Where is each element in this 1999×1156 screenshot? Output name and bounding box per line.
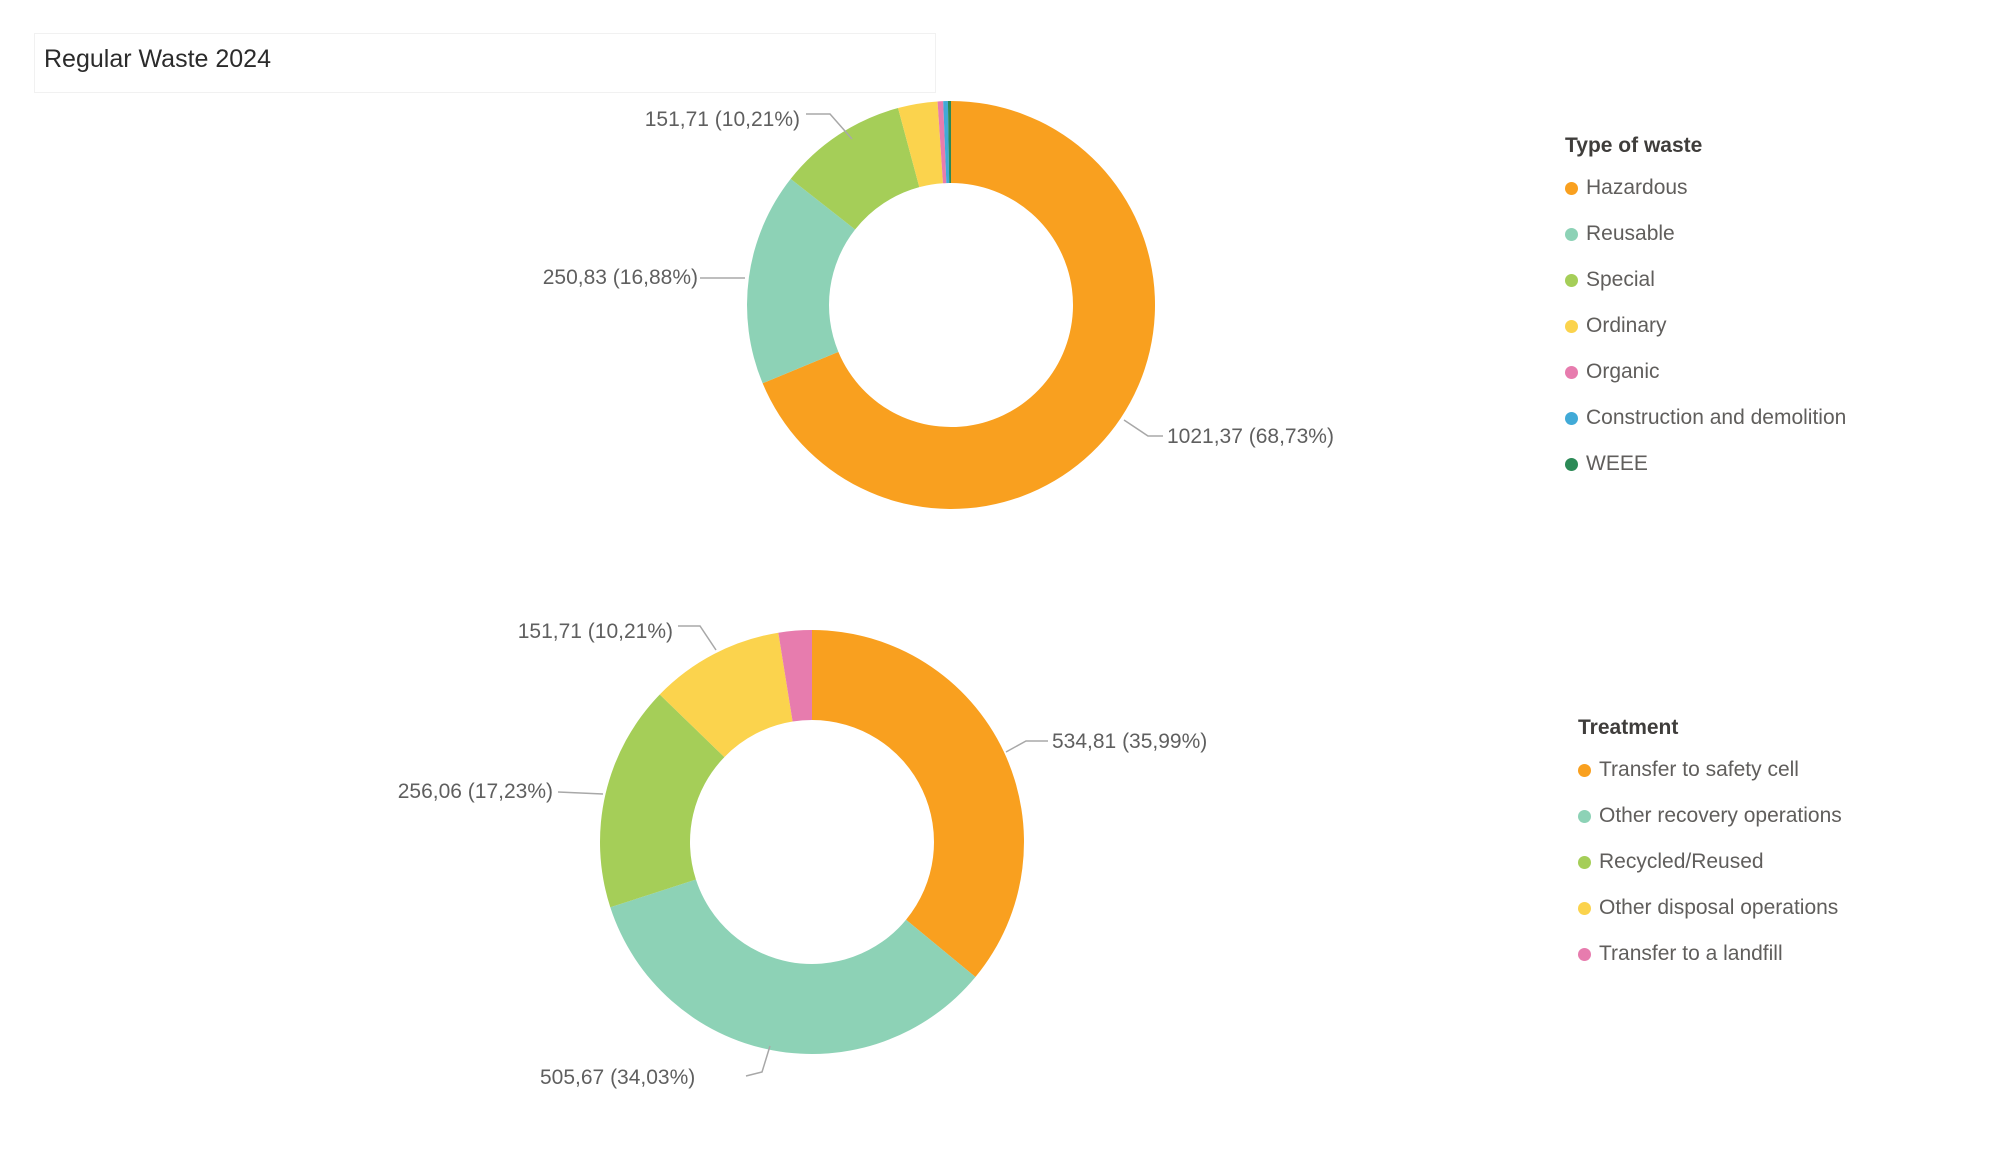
- legend-item-construction-and-demolition[interactable]: Construction and demolition: [1565, 395, 1846, 441]
- legend-treatment: Treatment Transfer to safety cell Other …: [1578, 714, 1842, 977]
- other-disposal-operations-dot-icon: [1578, 901, 1591, 915]
- data-label-reusable: 250,83 (16,88%): [542, 266, 698, 289]
- reusable-dot-icon: [1565, 227, 1578, 241]
- legend-items: Hazardous Reusable Special Ordinary Orga…: [1565, 165, 1846, 487]
- transfer-to-a-landfill-dot-icon: [1578, 947, 1591, 961]
- recycled-reused-dot-icon: [1578, 855, 1591, 869]
- ordinary-dot-icon: [1565, 319, 1578, 333]
- slice-special[interactable]: Special: [790, 108, 920, 230]
- transfer-to-safety-cell-dot-icon: [1578, 763, 1591, 777]
- special-dot-icon: [1565, 273, 1578, 287]
- slice-recycled-reused[interactable]: Recycled/Reused: [599, 694, 725, 908]
- legend-label: Hazardous: [1586, 176, 1688, 199]
- legend-type-of-waste: Type of waste Hazardous Reusable Special…: [1565, 132, 1846, 487]
- legend-item-reusable[interactable]: Reusable: [1565, 211, 1846, 257]
- legend-item-special[interactable]: Special: [1565, 257, 1846, 303]
- leader-line: [557, 791, 604, 795]
- data-label-hazardous: 1021,37 (68,73%): [1167, 425, 1334, 448]
- legend-item-weee[interactable]: WEEE: [1565, 441, 1846, 487]
- legend-item-ordinary[interactable]: Ordinary: [1565, 303, 1846, 349]
- legend-label: Construction and demolition: [1586, 406, 1847, 429]
- slice-weee[interactable]: WEEE: [947, 100, 951, 184]
- legend-label: Transfer to safety cell: [1599, 758, 1799, 781]
- slice-hazardous[interactable]: Hazardous: [762, 101, 1156, 509]
- legend-label: Other disposal operations: [1599, 896, 1839, 919]
- legend-label: Organic: [1586, 360, 1660, 383]
- leader-line: [678, 625, 717, 651]
- slice-other-recovery-operations[interactable]: Other recovery operations: [610, 879, 976, 1054]
- legend-label: Ordinary: [1586, 314, 1667, 337]
- legend-item-transfer-to-a-landfill[interactable]: Transfer to a landfill: [1578, 931, 1842, 977]
- legend-item-transfer-to-safety-cell[interactable]: Transfer to safety cell: [1578, 747, 1842, 793]
- legend-label: WEEE: [1586, 452, 1648, 475]
- data-label-other-recovery-operations: 505,67 (34,03%): [540, 1066, 696, 1089]
- construction-and-demolition-dot-icon: [1565, 411, 1578, 425]
- data-label-other-disposal-operations: 151,71 (10,21%): [517, 620, 673, 643]
- slice-transfer-to-a-landfill[interactable]: Transfer to a landfill: [778, 630, 812, 722]
- legend-title: Type of waste: [1565, 134, 1703, 157]
- leader-line: [1005, 740, 1048, 753]
- slice-ordinary[interactable]: Ordinary: [898, 101, 943, 188]
- data-label-transfer-to-safety-cell: 534,81 (35,99%): [1052, 730, 1208, 753]
- slice-organic[interactable]: Organic: [937, 101, 947, 184]
- legend-item-other-recovery-operations[interactable]: Other recovery operations: [1578, 793, 1842, 839]
- legend-label: Reusable: [1586, 222, 1675, 245]
- legend-item-organic[interactable]: Organic: [1565, 349, 1846, 395]
- legend-item-hazardous[interactable]: Hazardous: [1565, 165, 1846, 211]
- title-textbox-frame: [34, 33, 936, 93]
- other-recovery-operations-dot-icon: [1578, 809, 1591, 823]
- legend-item-other-disposal-operations[interactable]: Other disposal operations: [1578, 885, 1842, 931]
- organic-dot-icon: [1565, 365, 1578, 379]
- page-title: Regular Waste 2024: [44, 45, 271, 73]
- leader-line: [745, 1045, 771, 1077]
- hazardous-dot-icon: [1565, 181, 1578, 195]
- legend-label: Transfer to a landfill: [1599, 942, 1783, 965]
- weee-dot-icon: [1565, 457, 1578, 471]
- legend-label: Special: [1586, 268, 1655, 291]
- slice-transfer-to-safety-cell[interactable]: Transfer to safety cell: [812, 630, 1024, 978]
- data-label-special: 151,71 (10,21%): [644, 108, 800, 131]
- legend-title: Treatment: [1578, 716, 1679, 739]
- slice-reusable[interactable]: Reusable: [747, 178, 856, 384]
- leader-line: [806, 113, 853, 140]
- legend-label: Recycled/Reused: [1599, 850, 1764, 873]
- slice-other-disposal-operations[interactable]: Other disposal operations: [659, 632, 793, 758]
- legend-item-recycled-reused[interactable]: Recycled/Reused: [1578, 839, 1842, 885]
- legend-label: Other recovery operations: [1599, 804, 1842, 827]
- data-label-recycled-reused: 256,06 (17,23%): [397, 780, 553, 803]
- leader-line: [1123, 419, 1163, 437]
- slice-construction-and-demolition[interactable]: Construction and demolition: [943, 101, 950, 184]
- legend-items: Transfer to safety cell Other recovery o…: [1578, 747, 1842, 977]
